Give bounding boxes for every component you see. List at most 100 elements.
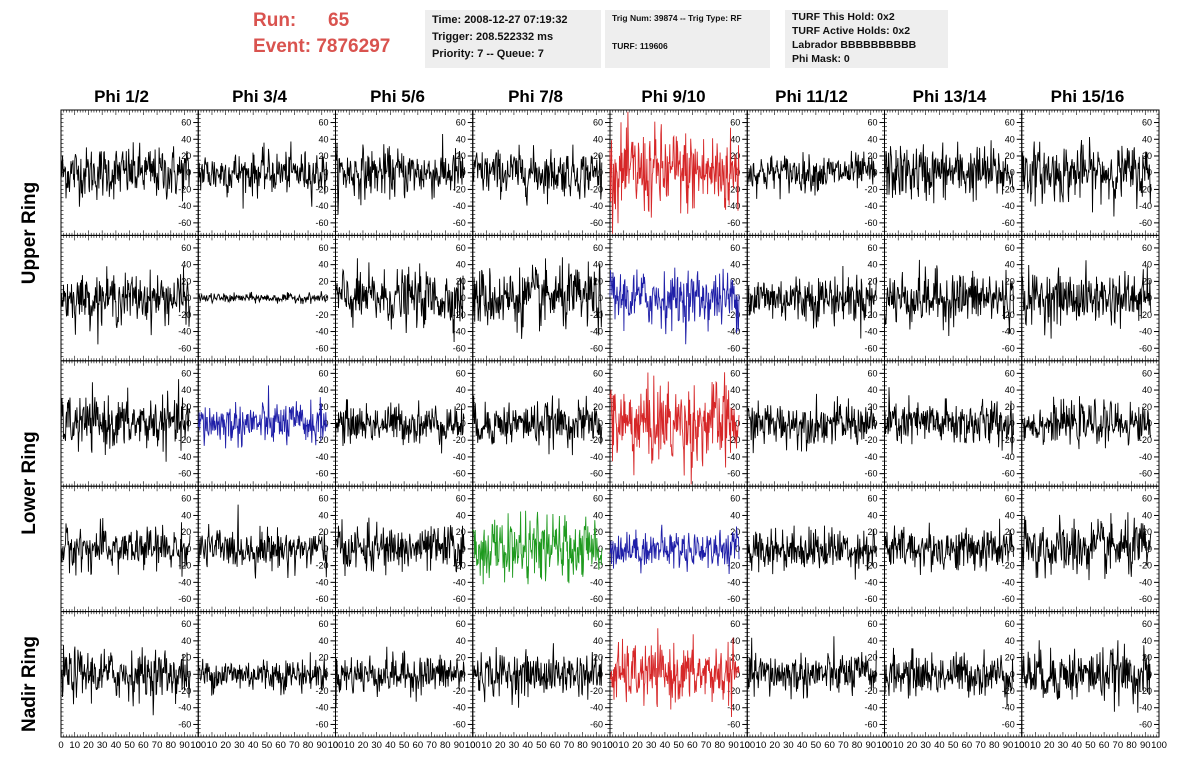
y-tick-label: 60 bbox=[593, 243, 603, 253]
y-tick-label: 60 bbox=[593, 494, 603, 504]
waveform-panel-r3-c3: -60 -40 -20 0 20 40 60 bbox=[472, 485, 611, 613]
y-tick-label: -40 bbox=[864, 452, 877, 462]
event-value: 7876297 bbox=[316, 36, 391, 57]
y-tick-label: -60 bbox=[178, 343, 191, 353]
y-tick-label: 40 bbox=[1005, 134, 1015, 144]
waveform-trace bbox=[197, 141, 328, 209]
y-tick-label: -60 bbox=[864, 469, 877, 479]
y-tick-label: 0 bbox=[872, 293, 877, 303]
y-tick-label: 0 bbox=[735, 419, 740, 429]
y-tick-label: 60 bbox=[1142, 368, 1152, 378]
y-tick-label: -20 bbox=[864, 184, 877, 194]
y-tick-label: -60 bbox=[453, 469, 466, 479]
y-tick-label: -40 bbox=[1139, 201, 1152, 211]
y-tick-label: 20 bbox=[456, 402, 466, 412]
y-tick-label: -60 bbox=[315, 343, 328, 353]
y-tick-label: 60 bbox=[181, 368, 191, 378]
y-tick-label: 20 bbox=[1005, 276, 1015, 286]
y-tick-label: -40 bbox=[315, 201, 328, 211]
y-tick-label: -60 bbox=[1139, 469, 1152, 479]
y-tick-label: 40 bbox=[318, 134, 328, 144]
y-tick-label: -20 bbox=[1139, 310, 1152, 320]
y-tick-label: 60 bbox=[456, 368, 466, 378]
y-tick-label: 0 bbox=[1010, 293, 1015, 303]
y-tick-label: -40 bbox=[727, 452, 740, 462]
y-tick-label: 20 bbox=[456, 151, 466, 161]
y-tick-label: 60 bbox=[730, 118, 740, 128]
y-tick-label: 40 bbox=[318, 510, 328, 520]
waveform-panel-r2-c3: -60 -40 -20 0 20 40 60 bbox=[472, 360, 611, 487]
run-label: Run: bbox=[253, 10, 297, 31]
time-line: Time: 2008-12-27 07:19:32 bbox=[432, 14, 568, 26]
waveform-trace bbox=[1021, 396, 1152, 450]
y-tick-label: 0 bbox=[598, 544, 603, 554]
column-label-phi-15-16: Phi 15/16 bbox=[1050, 87, 1125, 106]
y-tick-label: 20 bbox=[1142, 402, 1152, 412]
y-tick-label: -20 bbox=[1139, 435, 1152, 445]
y-tick-label: -20 bbox=[590, 435, 603, 445]
y-tick-label: -20 bbox=[590, 561, 603, 571]
y-tick-label: 60 bbox=[593, 118, 603, 128]
y-tick-label: 40 bbox=[1005, 260, 1015, 270]
y-tick-label: -40 bbox=[453, 327, 466, 337]
y-tick-label: -20 bbox=[315, 561, 328, 571]
y-tick-label: 40 bbox=[181, 510, 191, 520]
y-tick-label: -40 bbox=[727, 327, 740, 337]
waveform-trace bbox=[1021, 260, 1152, 339]
run-value: 65 bbox=[328, 10, 350, 31]
y-tick-label: 60 bbox=[456, 118, 466, 128]
y-tick-label: 40 bbox=[593, 260, 603, 270]
y-tick-label: -60 bbox=[1002, 469, 1015, 479]
y-tick-label: -60 bbox=[590, 469, 603, 479]
y-tick-label: -20 bbox=[453, 310, 466, 320]
waveform-trace bbox=[609, 372, 740, 485]
y-tick-label: -20 bbox=[453, 435, 466, 445]
waveform-trace bbox=[335, 133, 465, 215]
y-tick-label: 20 bbox=[318, 402, 328, 412]
y-tick-label: 40 bbox=[593, 385, 603, 395]
y-tick-label: 40 bbox=[730, 260, 740, 270]
y-tick-label: -40 bbox=[590, 452, 603, 462]
y-tick-label: -60 bbox=[453, 594, 466, 604]
y-tick-label: -60 bbox=[1002, 343, 1015, 353]
y-tick-label: -60 bbox=[864, 343, 877, 353]
y-tick-label: -20 bbox=[315, 435, 328, 445]
y-tick-label: 20 bbox=[181, 527, 191, 537]
y-tick-label: -60 bbox=[727, 469, 740, 479]
y-tick-label: 0 bbox=[598, 419, 603, 429]
y-tick-label: -60 bbox=[1139, 343, 1152, 353]
y-tick-label: 40 bbox=[456, 510, 466, 520]
y-tick-label: -60 bbox=[178, 218, 191, 228]
y-tick-label: -20 bbox=[453, 184, 466, 194]
y-tick-label: 20 bbox=[593, 527, 603, 537]
y-tick-label: 20 bbox=[318, 527, 328, 537]
y-tick-label: -40 bbox=[315, 327, 328, 337]
y-tick-label: -40 bbox=[864, 327, 877, 337]
y-tick-label: 40 bbox=[867, 260, 877, 270]
y-tick-label: 0 bbox=[461, 293, 466, 303]
waveform-trace bbox=[197, 385, 328, 449]
y-tick-label: 0 bbox=[1010, 419, 1015, 429]
y-tick-label: 60 bbox=[1142, 243, 1152, 253]
y-tick-label: 20 bbox=[730, 402, 740, 412]
y-tick-label: -40 bbox=[315, 452, 328, 462]
y-tick-label: -40 bbox=[178, 577, 191, 587]
y-tick-label: 0 bbox=[323, 544, 328, 554]
y-tick-label: 20 bbox=[318, 151, 328, 161]
y-tick-label: -40 bbox=[315, 577, 328, 587]
trigger-info-box: Trig Num: 39874 -- Trig Type: RF TURF: 1… bbox=[605, 10, 770, 68]
y-tick-label: -20 bbox=[315, 310, 328, 320]
y-tick-label: -40 bbox=[727, 201, 740, 211]
y-tick-label: -40 bbox=[178, 327, 191, 337]
y-tick-label: 60 bbox=[181, 243, 191, 253]
y-tick-label: 40 bbox=[318, 385, 328, 395]
y-tick-label: -20 bbox=[1139, 184, 1152, 194]
y-tick-label: -40 bbox=[1002, 327, 1015, 337]
y-tick-label: 20 bbox=[318, 276, 328, 286]
